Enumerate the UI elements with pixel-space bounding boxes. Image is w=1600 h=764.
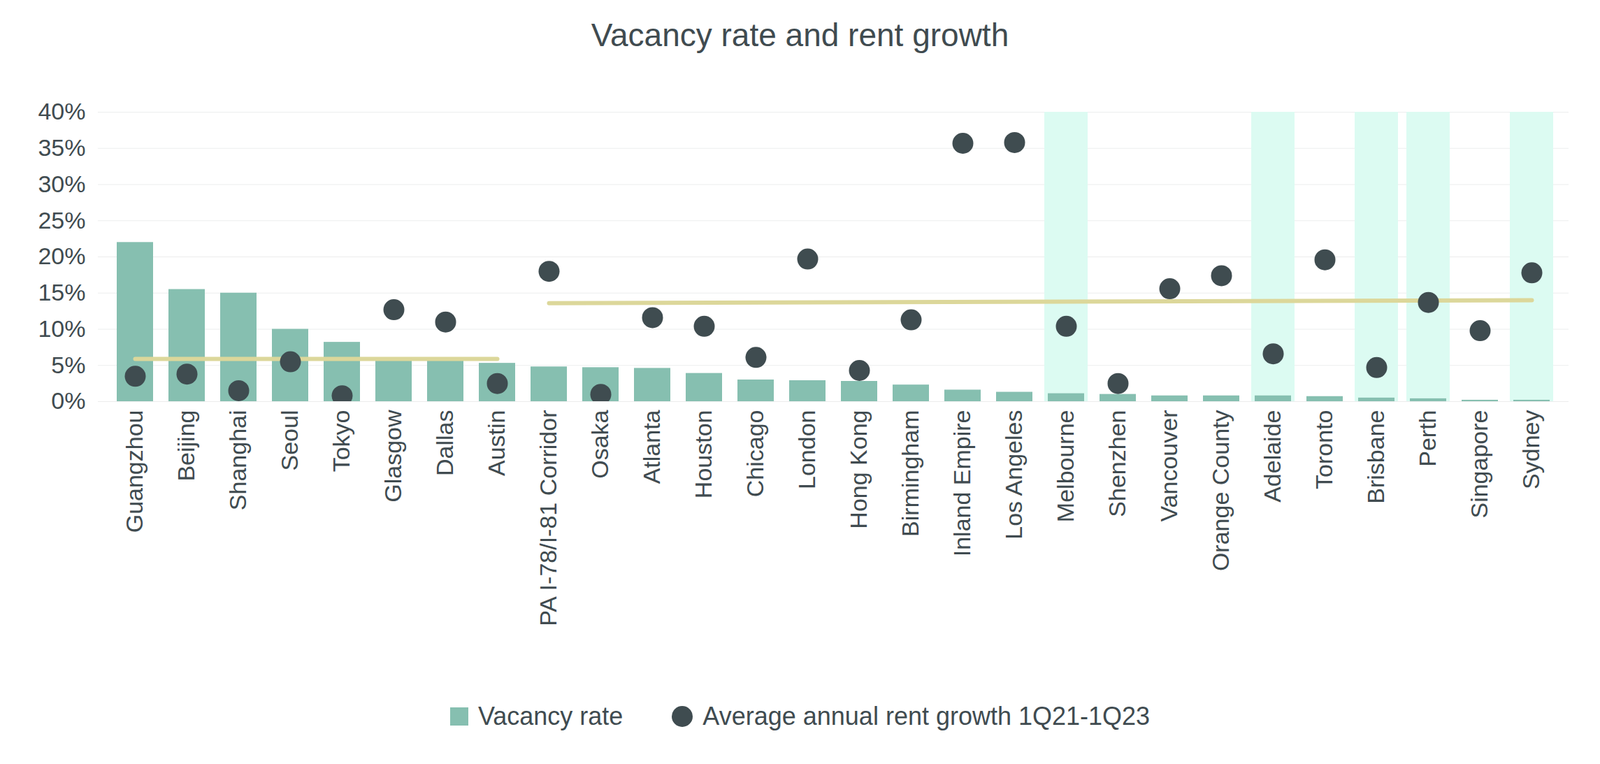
svg-text:Shanghai: Shanghai <box>224 410 251 511</box>
svg-text:5%: 5% <box>51 351 86 379</box>
svg-text:40%: 40% <box>37 97 86 125</box>
svg-text:Inland Empire: Inland Empire <box>948 410 976 558</box>
svg-text:Beijing: Beijing <box>172 410 200 482</box>
svg-text:15%: 15% <box>37 278 86 306</box>
svg-text:35%: 35% <box>37 134 86 161</box>
svg-text:0%: 0% <box>51 387 86 414</box>
svg-text:Vancouver: Vancouver <box>1155 410 1183 523</box>
svg-text:Seoul: Seoul <box>276 410 303 472</box>
svg-text:Chicago: Chicago <box>741 410 769 498</box>
svg-text:25%: 25% <box>37 206 86 234</box>
svg-text:Adelaide: Adelaide <box>1258 410 1286 503</box>
svg-text:Osaka: Osaka <box>586 409 614 479</box>
svg-text:Perth: Perth <box>1414 410 1441 467</box>
svg-text:Los Angeles: Los Angeles <box>1000 410 1027 540</box>
html-text:Vacancy rate and rent growth: Vacancy rate and rent growth <box>591 16 1009 54</box>
svg-text:20%: 20% <box>37 242 86 270</box>
svg-text:30%: 30% <box>37 170 86 198</box>
svg-text:Brisbane: Brisbane <box>1362 410 1389 504</box>
html-text:Average annual rent growth 1Q2: Average annual rent growth 1Q21-1Q23 <box>702 701 1150 731</box>
svg-text:Dallas: Dallas <box>431 410 458 477</box>
svg-text:Austin: Austin <box>483 410 510 477</box>
svg-text:Melbourne: Melbourne <box>1051 410 1079 523</box>
svg-text:Glasgow: Glasgow <box>379 409 407 503</box>
svg-text:Toronto: Toronto <box>1310 410 1338 490</box>
svg-text:Sydney: Sydney <box>1517 410 1545 490</box>
html-text:Vacancy rate: Vacancy rate <box>478 701 624 731</box>
svg-text:London: London <box>793 410 820 490</box>
svg-text:Tokyo: Tokyo <box>327 410 355 473</box>
svg-text:Houston: Houston <box>689 410 717 500</box>
svg-text:Orange County: Orange County <box>1207 410 1234 572</box>
svg-text:Singapore: Singapore <box>1465 410 1493 519</box>
svg-text:Hong Kong: Hong Kong <box>845 410 872 530</box>
svg-text:Birmingham: Birmingham <box>896 410 924 537</box>
svg-text:PA I-78/I-81 Corridor: PA I-78/I-81 Corridor <box>534 410 562 627</box>
svg-text:Shenzhen: Shenzhen <box>1103 410 1131 518</box>
svg-text:Atlanta: Atlanta <box>638 409 665 484</box>
svg-text:10%: 10% <box>37 315 86 342</box>
svg-text:Guangzhou: Guangzhou <box>120 410 148 534</box>
